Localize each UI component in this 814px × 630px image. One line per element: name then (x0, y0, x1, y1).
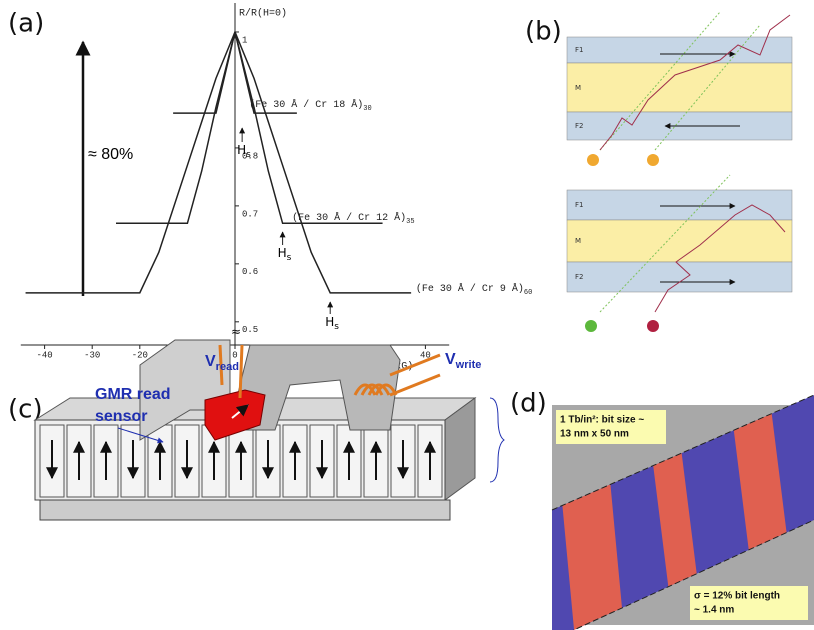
neutral-face (647, 154, 659, 166)
y-axis-label: R/R(H=0) (239, 8, 287, 20)
electron-path (599, 14, 791, 151)
v-write: Vwrite (445, 351, 481, 371)
series-label: (Fe 30 Å / Cr 18 Å)30 (249, 98, 371, 113)
panel-b: (b) F1 M F2 F1 M F2 (525, 11, 793, 332)
hs-main: H (237, 143, 246, 157)
series-label: (Fe 30 Å / Cr 9 Å)60 (416, 282, 532, 297)
x-tick-label: 0 (232, 350, 237, 360)
series-label: (Fe 30 Å / Cr 12 Å)35 (292, 211, 414, 226)
note-text: ~ 1.4 nm (694, 605, 734, 616)
layer-label: M (575, 237, 581, 245)
layer-m (566, 62, 793, 113)
scale-label: ≈ 80% (88, 146, 133, 163)
layer-label: F1 (575, 46, 583, 54)
hs-label: Hs (237, 143, 251, 160)
y-tick-label: 0.8 (242, 151, 258, 161)
v-read-main: V (205, 353, 216, 370)
panel-letter: (a) (8, 9, 44, 39)
track-edge (551, 394, 814, 511)
layer-f1 (566, 189, 793, 221)
sensor-pointer (117, 427, 164, 444)
panel-a: (a) ≈ 80% ≈ R/R(H=0)Magnetic field (kG)-… (8, 3, 532, 373)
x-tick-label: -40 (36, 350, 52, 360)
brace (489, 397, 505, 483)
sensor-label: sensor (95, 408, 147, 425)
hs-label: Hs (278, 246, 292, 263)
wires (218, 344, 441, 399)
neutral-face (587, 154, 599, 166)
track-edge (572, 519, 814, 630)
series-name: (Fe 30 Å / Cr 12 Å) (292, 211, 406, 224)
electron-path (654, 24, 761, 151)
x-tick-label: 40 (420, 350, 431, 360)
bit-cell (417, 424, 443, 498)
v-read-sub: read (216, 361, 239, 373)
note-box (556, 410, 666, 444)
electron-path (654, 204, 786, 313)
bit-cells (39, 424, 443, 498)
happy-face (585, 320, 597, 332)
hs-label: Hs (325, 315, 339, 332)
layer-label: F2 (575, 122, 583, 130)
y-tick-label: 0.6 (242, 267, 258, 277)
series-name: (Fe 30 Å / Cr 18 Å) (249, 98, 363, 111)
panel-letter: (b) (525, 17, 562, 47)
panel-d: (d) 1 Tb/in²: bit size ~ 13 nm x 50 nm σ… (510, 389, 814, 630)
x-tick-label: -20 (132, 350, 148, 360)
v-write-main: V (445, 351, 456, 368)
pinned-layer (39, 499, 451, 521)
v-read: Vread (205, 353, 239, 373)
note-text: 1 Tb/in²: bit size ~ (560, 415, 644, 426)
hs-main: H (278, 246, 287, 260)
sad-face (647, 320, 659, 332)
sensor-label: GMR read (95, 386, 171, 403)
layer-m (566, 219, 793, 263)
hs-sub: s (246, 150, 251, 160)
series-subscript: 30 (363, 105, 371, 113)
note-text: σ = 12% bit length (694, 591, 780, 602)
layer-label: M (575, 84, 581, 92)
layer-label: F1 (575, 201, 583, 209)
series-name: (Fe 30 Å / Cr 9 Å) (416, 282, 524, 295)
panel-letter: (d) (510, 389, 547, 419)
electron-path (599, 11, 721, 151)
x-tick-label: -30 (84, 350, 100, 360)
y-tick-label: 0.5 (242, 325, 258, 335)
panel-c: (c) GMR read sensor Vread Vwrite (8, 339, 505, 521)
layer-label: F2 (575, 273, 583, 281)
sensor-arrow (231, 404, 249, 419)
curve (25, 30, 412, 294)
layer-f2 (566, 261, 793, 293)
note-text: 13 nm x 50 nm (560, 429, 629, 440)
y-tick-label: 1 (242, 35, 247, 45)
series-subscript: 35 (406, 218, 414, 226)
hs-sub: s (334, 322, 339, 332)
curve (116, 31, 383, 225)
hs-sub: s (287, 253, 292, 263)
axis-break: ≈ (231, 325, 241, 339)
hs-main: H (325, 315, 334, 329)
note-box (690, 586, 808, 620)
series-subscript: 60 (524, 289, 532, 297)
bit-cell (363, 424, 389, 498)
v-write-sub: write (455, 359, 482, 371)
y-tick-label: 0.7 (242, 209, 258, 219)
electron-path (599, 174, 731, 313)
